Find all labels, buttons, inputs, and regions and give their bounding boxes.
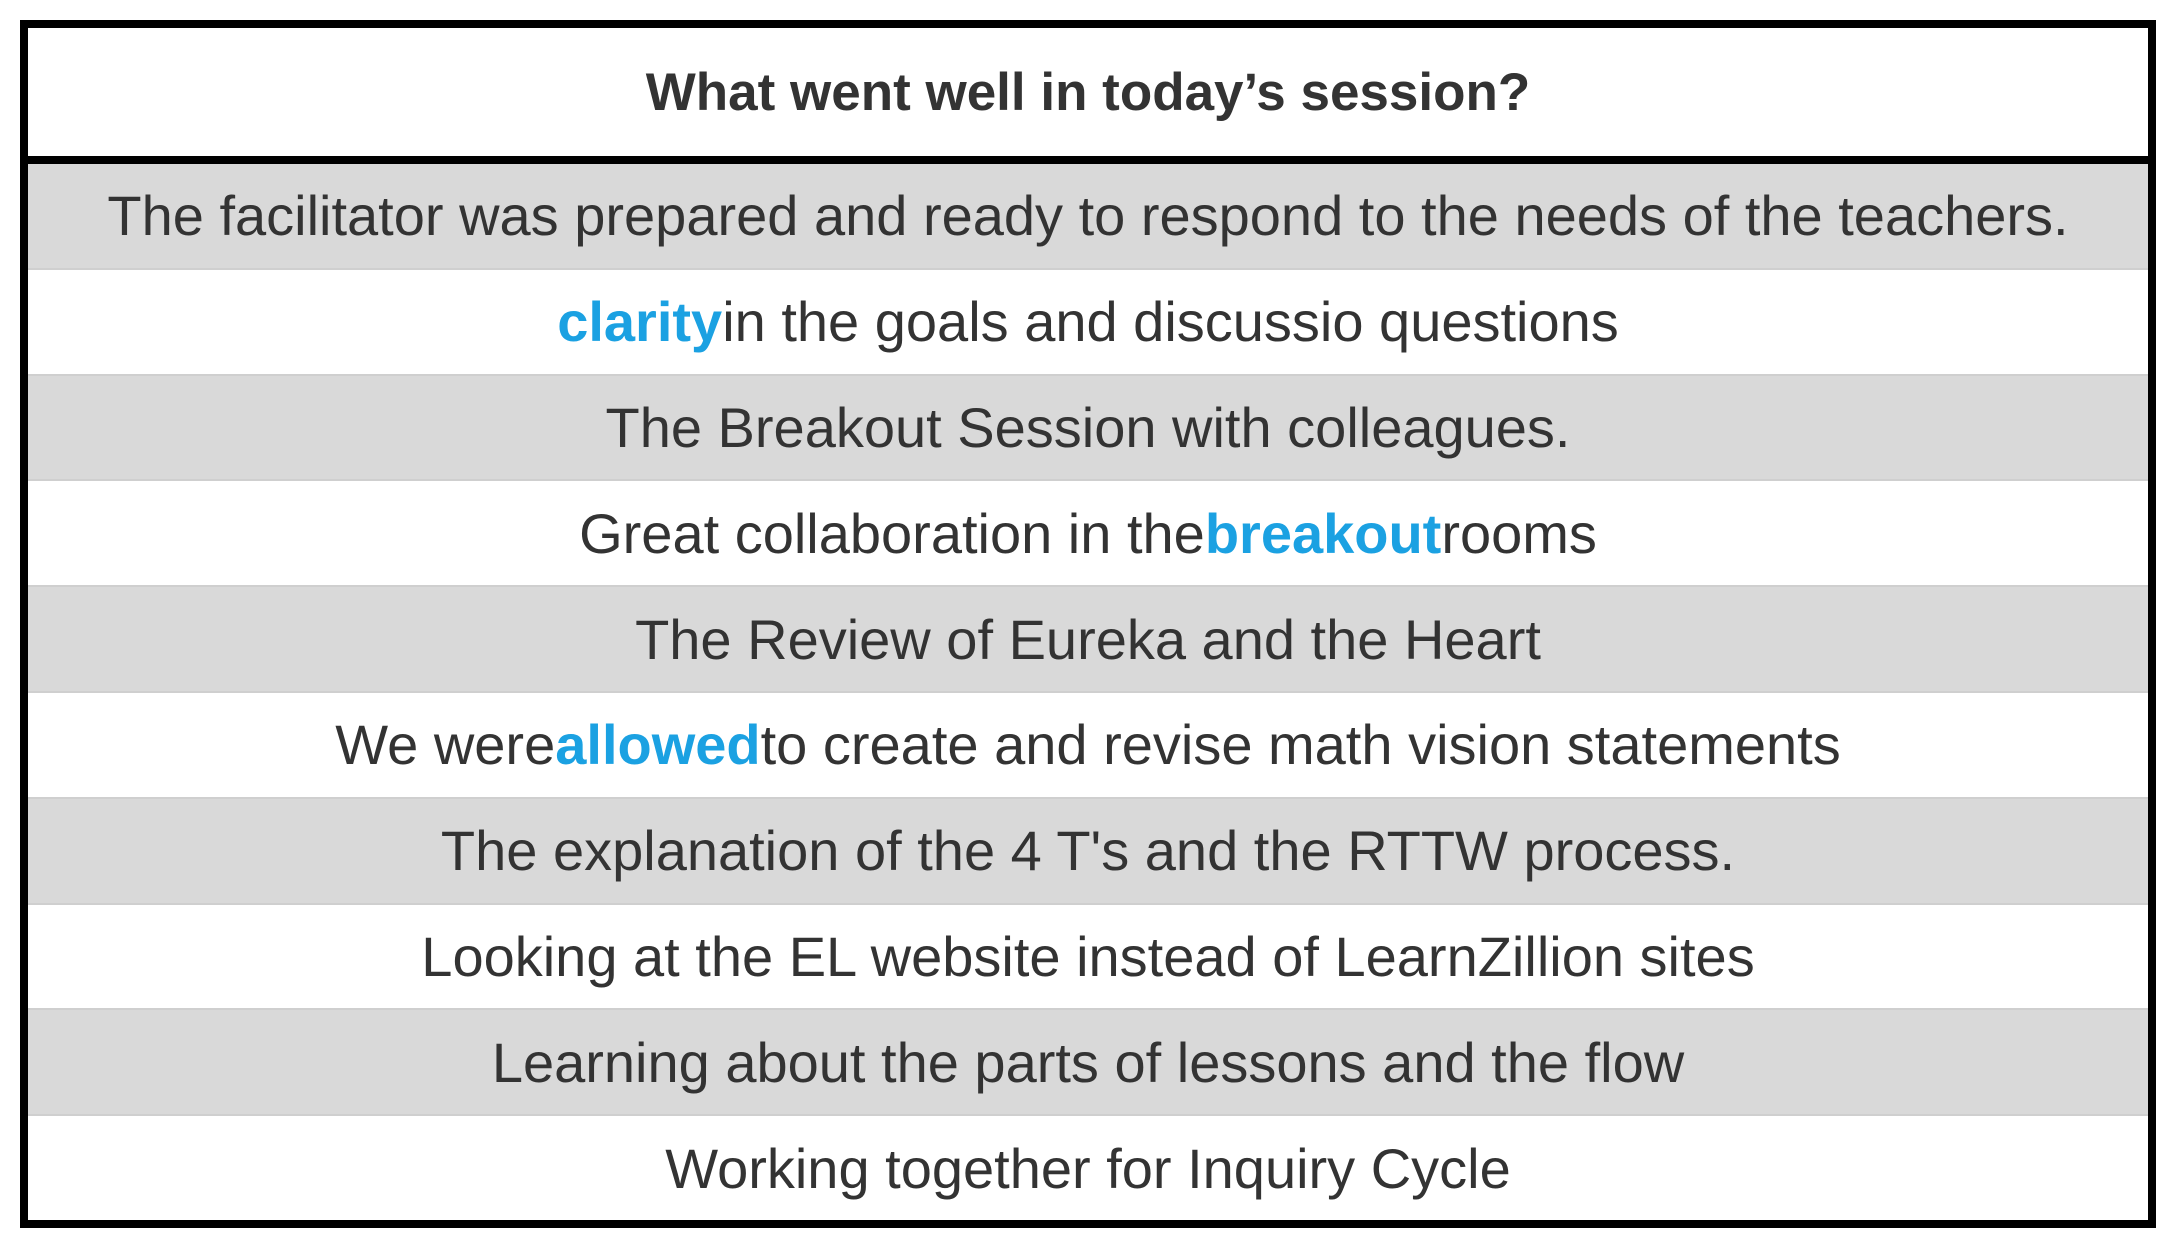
row-text: Great collaboration in the — [579, 501, 1205, 565]
table-row: clarity in the goals and discussio quest… — [28, 269, 2148, 376]
table-row: The explanation of the 4 T's and the RTT… — [28, 798, 2148, 905]
row-text: Learning about the parts of lessons and … — [491, 1030, 1685, 1094]
row-highlight: clarity — [557, 290, 723, 354]
row-highlight: breakout — [1204, 501, 1442, 565]
row-text-after: rooms — [1441, 501, 1597, 565]
row-text-after: in the goals and discussio questions — [722, 290, 1619, 354]
table-header: What went well in today’s session? — [28, 28, 2148, 164]
table-row: Learning about the parts of lessons and … — [28, 1010, 2148, 1117]
row-highlight: allowed — [555, 713, 761, 777]
row-text: The Review of Eureka and the Heart — [635, 607, 1541, 671]
table-title: What went well in today’s session? — [645, 62, 1531, 122]
row-text: Looking at the EL website instead of Lea… — [421, 924, 1755, 988]
table-body: The facilitator was prepared and ready t… — [28, 164, 2148, 1220]
row-text: The facilitator was prepared and ready t… — [107, 184, 2069, 248]
table-row: The Breakout Session with colleagues. — [28, 375, 2148, 482]
row-text: The Breakout Session with colleagues. — [605, 395, 1571, 459]
row-text: The explanation of the 4 T's and the RTT… — [440, 819, 1736, 883]
table-row: Looking at the EL website instead of Lea… — [28, 904, 2148, 1011]
row-text: We were — [335, 713, 556, 777]
row-text-after: to create and revise math vision stateme… — [760, 713, 1841, 777]
table-row: The facilitator was prepared and ready t… — [28, 164, 2148, 270]
feedback-table: What went well in today’s session? The f… — [20, 20, 2156, 1228]
table-row: Working together for Inquiry Cycle — [28, 1116, 2148, 1220]
table-row: We were allowed to create and revise mat… — [28, 692, 2148, 799]
row-text: Working together for Inquiry Cycle — [665, 1136, 1511, 1200]
table-row: The Review of Eureka and the Heart — [28, 587, 2148, 693]
table-row: Great collaboration in the breakout room… — [28, 481, 2148, 588]
